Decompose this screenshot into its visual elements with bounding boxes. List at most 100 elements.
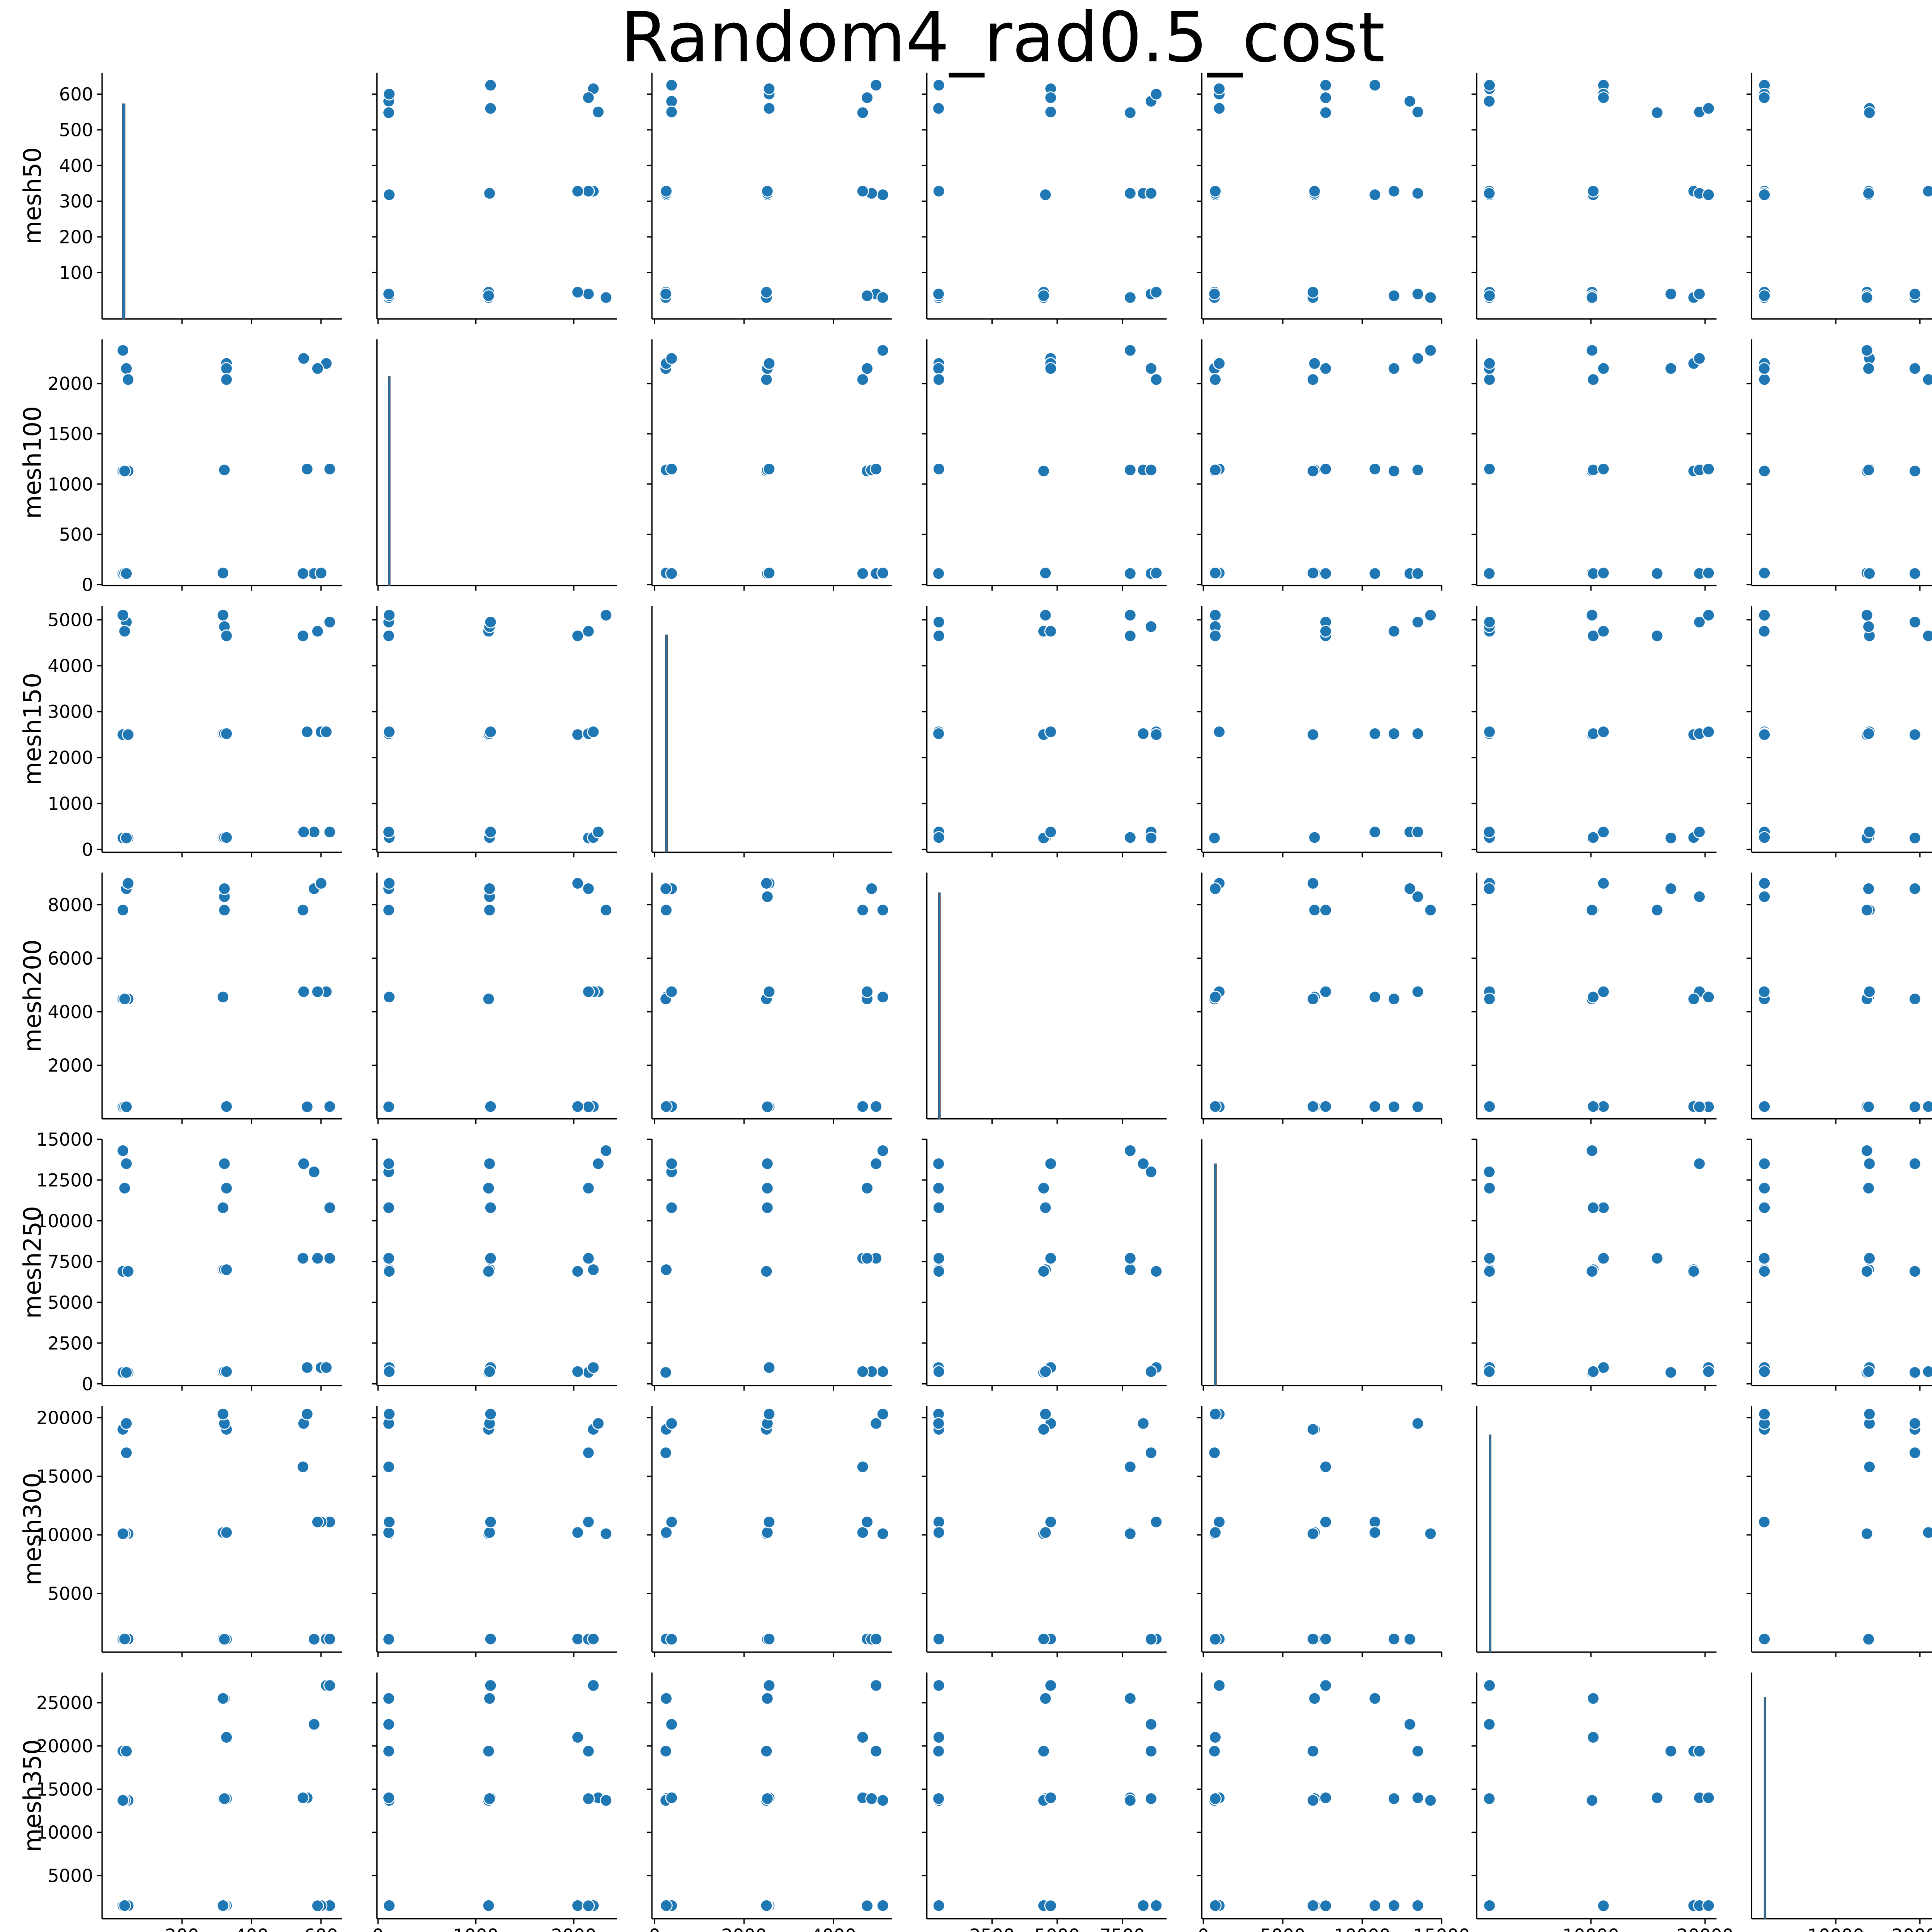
y-tick-label: 5000	[48, 609, 93, 630]
y-tick-label: 4000	[48, 1002, 93, 1022]
point	[761, 1526, 774, 1539]
y-tick-label: 15000	[36, 1466, 93, 1487]
point	[1145, 1446, 1158, 1459]
point	[856, 903, 869, 917]
y-tick-label: 1000	[48, 793, 93, 814]
point	[220, 727, 233, 740]
panel	[922, 73, 1167, 324]
point	[1483, 1182, 1496, 1195]
point	[932, 1745, 945, 1758]
point	[1587, 373, 1600, 386]
point	[1483, 357, 1496, 370]
point	[323, 1633, 336, 1646]
point	[1597, 725, 1610, 738]
point	[1664, 287, 1677, 301]
point	[876, 1794, 889, 1807]
point	[932, 1417, 945, 1430]
point	[1758, 1265, 1771, 1278]
point	[122, 877, 135, 890]
point	[1862, 727, 1875, 740]
y-tick-label: 25000	[36, 1692, 93, 1713]
point	[582, 1515, 595, 1529]
point	[1585, 903, 1599, 917]
point	[856, 1526, 869, 1539]
point	[599, 1144, 612, 1157]
point	[865, 1792, 878, 1805]
point	[861, 289, 874, 302]
point	[1308, 185, 1321, 198]
point	[1702, 566, 1715, 580]
y-tick-label: 200	[59, 227, 93, 248]
point	[1758, 609, 1771, 622]
point	[1908, 1157, 1922, 1170]
point	[1039, 1692, 1052, 1705]
point	[382, 1460, 395, 1473]
point	[118, 464, 131, 478]
point	[220, 1100, 233, 1113]
point	[1137, 1417, 1150, 1430]
point	[1145, 1165, 1158, 1179]
point	[308, 1633, 321, 1646]
point	[876, 1365, 889, 1378]
point	[120, 832, 133, 845]
point	[1862, 882, 1875, 895]
point	[484, 79, 497, 92]
point	[1319, 567, 1332, 580]
point	[320, 1361, 333, 1374]
point	[1483, 79, 1496, 92]
point	[315, 566, 328, 580]
point	[1388, 362, 1401, 375]
point	[665, 105, 678, 119]
point	[1388, 185, 1401, 198]
point	[1306, 728, 1320, 741]
point	[763, 102, 776, 115]
panel: 0 2000 4000	[646, 1672, 892, 1932]
point	[1044, 725, 1057, 738]
point	[116, 1144, 129, 1157]
y-axis-label: mesh50	[19, 147, 47, 245]
point	[1403, 95, 1417, 108]
panel: 0 1000 2000 3000 4000 5000	[48, 606, 342, 860]
point	[1150, 286, 1163, 299]
point	[483, 1692, 496, 1705]
point	[1044, 1252, 1057, 1265]
point	[571, 1100, 584, 1113]
point	[311, 362, 324, 375]
point	[599, 1794, 612, 1807]
point	[1651, 567, 1664, 580]
point	[1702, 1365, 1715, 1378]
panel	[651, 606, 892, 857]
point	[571, 1899, 584, 1912]
point	[659, 1366, 672, 1379]
point	[665, 1157, 678, 1170]
point	[1758, 1633, 1771, 1646]
point	[1862, 1182, 1875, 1195]
point	[1368, 1899, 1381, 1912]
point	[1693, 616, 1706, 629]
point	[323, 1679, 336, 1692]
point	[665, 1515, 678, 1529]
point	[932, 1265, 946, 1278]
point	[571, 877, 584, 890]
point	[1585, 609, 1599, 622]
point	[1145, 187, 1158, 200]
point	[761, 1692, 774, 1705]
point	[484, 616, 497, 629]
point	[1137, 727, 1150, 740]
point	[1483, 1365, 1496, 1378]
point	[856, 567, 869, 580]
point	[659, 1745, 672, 1758]
panel: 0 500 1000 1500 2000	[48, 339, 342, 595]
point	[1037, 289, 1050, 302]
point	[1687, 992, 1700, 1005]
point	[582, 625, 595, 638]
point	[1039, 1365, 1052, 1378]
panel	[372, 1406, 617, 1657]
panel	[1196, 606, 1442, 857]
point	[1209, 463, 1222, 476]
point	[1319, 1633, 1332, 1646]
point	[1758, 464, 1771, 478]
point	[1483, 1252, 1496, 1265]
point	[1124, 1263, 1137, 1276]
point	[1388, 1792, 1401, 1805]
